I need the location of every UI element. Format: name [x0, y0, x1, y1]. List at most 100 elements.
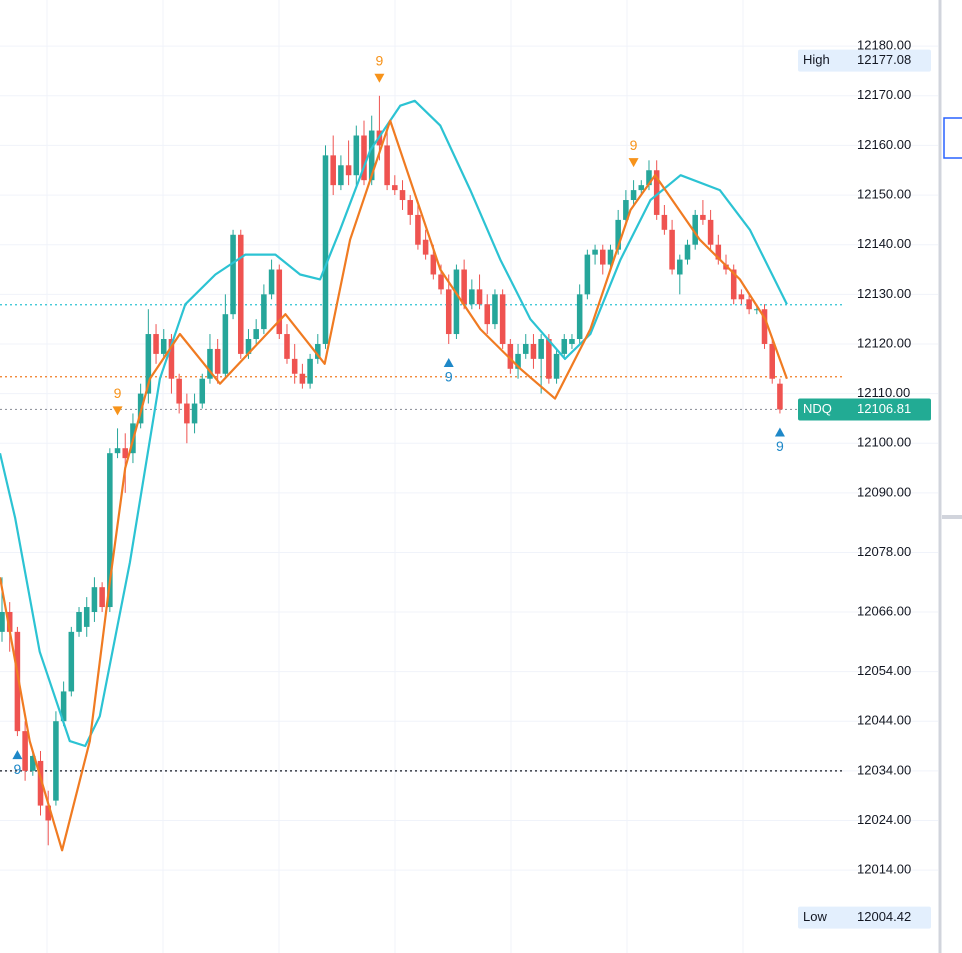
candle-body: [399, 190, 406, 201]
candle-body: [422, 239, 429, 255]
signal-label: 9: [114, 385, 122, 401]
candle-body: [646, 170, 652, 186]
y-tick-label: 12044.00: [857, 713, 911, 728]
signal-label: 9: [630, 137, 638, 153]
y-tick-label: 12024.00: [857, 812, 911, 827]
y-tick-label: 12066.00: [857, 603, 911, 618]
side-widget[interactable]: [943, 117, 962, 159]
candle-body: [415, 214, 421, 245]
candle-body: [83, 607, 90, 627]
price-label-box: [798, 906, 931, 929]
signal-marker: [112, 406, 123, 416]
candle-body: [561, 339, 568, 354]
candle-body: [253, 329, 259, 340]
price-label-box: [798, 398, 931, 421]
candle-body: [492, 294, 498, 325]
price-axis: 12180.00 12170.00 12160.00 12150.00 12140.00…: [798, 38, 931, 929]
price-label-value: 12004.42: [857, 909, 911, 924]
candle-body: [353, 135, 360, 176]
y-tick-label: 12090.00: [857, 484, 911, 499]
candle-body: [453, 269, 460, 335]
candle-body: [546, 339, 552, 379]
candle-body: [607, 249, 614, 265]
candle-body: [45, 805, 51, 821]
candle-body: [0, 612, 5, 632]
candle-body: [22, 731, 28, 771]
candle-body: [184, 403, 190, 424]
candle-body: [576, 294, 583, 340]
y-tick-label: 12120.00: [857, 335, 911, 350]
signal-marker: [774, 427, 785, 437]
price-label-name: NDQ: [803, 401, 832, 416]
price-label-value: 12106.81: [857, 401, 911, 416]
y-tick-label: 12150.00: [857, 187, 911, 202]
candle-body: [14, 631, 21, 732]
candle-body: [407, 200, 413, 215]
candle-body: [338, 165, 344, 186]
candle-body: [322, 155, 329, 344]
candle-body: [553, 353, 560, 379]
signal-marker: [628, 158, 639, 168]
candle-body: [777, 383, 783, 410]
candle-body: [207, 348, 213, 379]
candle-body: [307, 358, 313, 384]
signal-marker: [374, 73, 385, 83]
candle-body: [68, 631, 75, 692]
ma-line: [0, 119, 788, 852]
candle-body: [199, 378, 206, 404]
candle-body: [99, 587, 105, 608]
price-label-name: Low: [803, 909, 827, 924]
candle-body: [37, 760, 44, 806]
price-label-box: [798, 49, 931, 72]
y-tick-label: 12180.00: [857, 38, 911, 53]
candle-body: [430, 254, 437, 275]
candle-body: [769, 343, 775, 379]
y-tick-label: 12140.00: [857, 236, 911, 251]
candle-body: [684, 244, 691, 260]
candle-body: [261, 294, 267, 330]
signal-label: 9: [445, 369, 453, 385]
candle-body: [6, 612, 13, 632]
candle-body: [284, 334, 290, 359]
candle-body: [145, 334, 152, 394]
y-tick-label: 12034.00: [857, 762, 911, 777]
candle-body: [515, 353, 521, 369]
candle-body: [677, 259, 683, 275]
ma-line: [0, 99, 788, 748]
candle-body: [445, 289, 452, 335]
candle-body: [584, 254, 591, 295]
candle-body: [761, 309, 768, 344]
candle-body: [630, 190, 637, 201]
candle-body: [107, 453, 113, 608]
candle-body: [600, 249, 606, 265]
candle-body: [214, 348, 221, 374]
candle-body: [291, 358, 298, 374]
candle-body: [53, 721, 59, 801]
candle-body: [461, 269, 467, 305]
candle-body: [507, 343, 514, 369]
candle-body: [707, 219, 714, 245]
y-tick-label: 12130.00: [857, 286, 911, 301]
candle-body: [153, 334, 159, 354]
candle-body: [315, 343, 321, 359]
candle-body: [738, 294, 745, 300]
signal-label: 9: [376, 52, 384, 68]
candle-body: [669, 229, 675, 270]
grid: [0, 0, 938, 953]
price-label-name: High: [803, 52, 830, 67]
candle-body: [661, 214, 668, 230]
candle-body: [392, 185, 398, 191]
candle-body: [168, 339, 175, 379]
signal-label: 9: [776, 438, 784, 454]
candle-body: [368, 130, 375, 181]
candle-body: [299, 373, 306, 384]
candle-body: [692, 214, 698, 245]
candle-body: [730, 269, 737, 300]
candle-body: [245, 339, 252, 354]
y-tick-label: 12110.00: [857, 385, 910, 400]
candle-body: [91, 587, 98, 613]
y-tick-label: 12078.00: [857, 544, 911, 559]
candle-body: [160, 339, 167, 354]
candle-body: [361, 135, 367, 181]
